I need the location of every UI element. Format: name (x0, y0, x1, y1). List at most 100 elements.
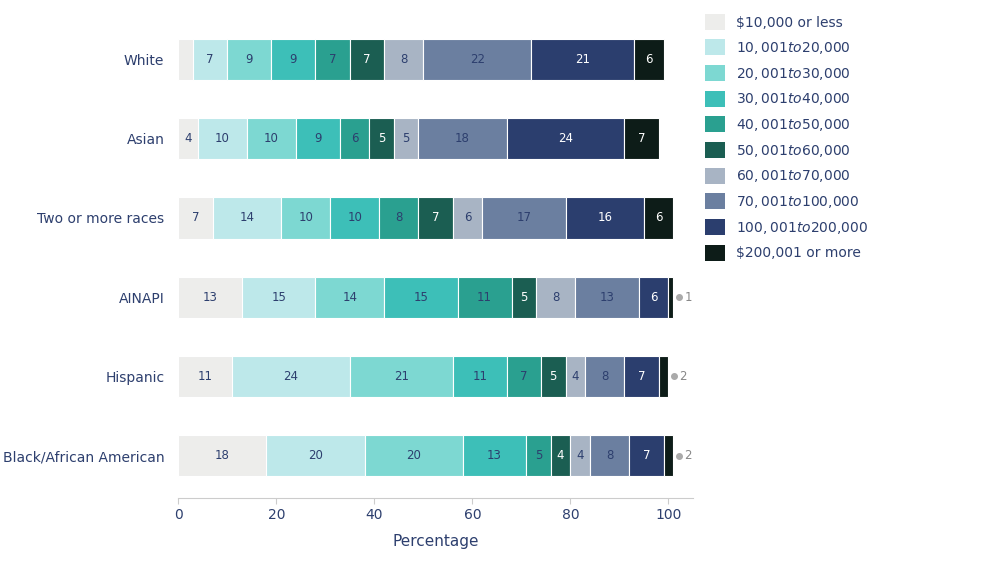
Bar (281, 198, 331, 238)
Bar (266, 435, 364, 476)
Text: 9: 9 (314, 132, 322, 145)
Bar (178, 118, 198, 159)
Bar (379, 198, 419, 238)
Text: 6: 6 (655, 212, 662, 224)
Bar (316, 277, 384, 318)
Text: 4: 4 (556, 449, 564, 462)
Bar (565, 198, 644, 238)
Bar (247, 118, 296, 159)
Bar (590, 435, 630, 476)
Text: 8: 8 (395, 212, 403, 224)
Bar (512, 277, 537, 318)
Text: 6: 6 (350, 132, 358, 145)
Bar (663, 435, 673, 476)
Text: 9: 9 (246, 53, 253, 66)
Bar (316, 39, 349, 80)
Bar (178, 277, 242, 318)
Bar (625, 118, 658, 159)
Bar (527, 435, 550, 476)
Text: 7: 7 (206, 53, 214, 66)
Bar (565, 356, 585, 397)
Text: 18: 18 (215, 449, 230, 462)
Bar (507, 118, 625, 159)
Text: 4: 4 (571, 370, 579, 383)
Bar (541, 356, 565, 397)
Text: 11: 11 (477, 291, 492, 303)
Text: 2: 2 (684, 449, 692, 462)
Bar (178, 198, 213, 238)
Text: 10: 10 (264, 132, 279, 145)
Text: 4: 4 (184, 132, 192, 145)
Bar (193, 39, 228, 80)
Bar (640, 277, 668, 318)
Text: 24: 24 (283, 370, 298, 383)
Bar (340, 118, 369, 159)
Text: 18: 18 (455, 132, 470, 145)
Bar (635, 39, 663, 80)
Bar (668, 277, 673, 318)
Text: 21: 21 (575, 53, 590, 66)
Text: 9: 9 (290, 53, 297, 66)
Bar (213, 198, 281, 238)
Bar (550, 435, 570, 476)
Bar (424, 39, 532, 80)
Bar (394, 118, 419, 159)
Bar (570, 435, 590, 476)
Text: 6: 6 (650, 291, 657, 303)
Text: 7: 7 (638, 132, 645, 145)
Text: 13: 13 (203, 291, 218, 303)
Text: 5: 5 (549, 370, 557, 383)
Text: 5: 5 (378, 132, 385, 145)
Text: 20: 20 (308, 449, 323, 462)
Text: 16: 16 (597, 212, 612, 224)
Bar (630, 435, 663, 476)
Bar (658, 356, 668, 397)
Bar (198, 118, 247, 159)
Text: 13: 13 (487, 449, 502, 462)
Bar (457, 277, 512, 318)
Text: 15: 15 (414, 291, 429, 303)
Text: 5: 5 (520, 291, 528, 303)
Text: 4: 4 (576, 449, 584, 462)
Bar (228, 39, 271, 80)
Bar (532, 39, 635, 80)
Text: 7: 7 (363, 53, 370, 66)
Bar (419, 198, 452, 238)
Text: 8: 8 (601, 370, 609, 383)
Bar (331, 198, 379, 238)
Text: 7: 7 (432, 212, 440, 224)
Text: 6: 6 (645, 53, 652, 66)
Bar (296, 118, 340, 159)
Text: 11: 11 (472, 370, 487, 383)
Bar (178, 435, 266, 476)
Text: 8: 8 (606, 449, 614, 462)
Bar (452, 198, 482, 238)
Text: 1: 1 (684, 291, 692, 303)
Bar (452, 356, 507, 397)
Bar (625, 356, 658, 397)
Bar (507, 356, 541, 397)
Text: 10: 10 (347, 212, 362, 224)
Bar (178, 39, 193, 80)
Bar (349, 356, 452, 397)
Bar (644, 198, 673, 238)
Legend: $10,000 or less, $10,001 to $20,000, $20,001 to $30,000, $30,001 to $40,000, $40: $10,000 or less, $10,001 to $20,000, $20… (705, 14, 868, 261)
Bar (232, 356, 349, 397)
Text: 13: 13 (600, 291, 615, 303)
Text: 7: 7 (329, 53, 337, 66)
Text: 20: 20 (406, 449, 421, 462)
Bar (271, 39, 316, 80)
Text: 24: 24 (558, 132, 573, 145)
Text: 21: 21 (394, 370, 409, 383)
Text: 10: 10 (215, 132, 230, 145)
Bar (537, 277, 575, 318)
Text: 14: 14 (240, 212, 254, 224)
Text: 22: 22 (470, 53, 485, 66)
Bar (349, 39, 384, 80)
Bar (384, 277, 457, 318)
X-axis label: Percentage: Percentage (392, 534, 479, 548)
Bar (585, 356, 625, 397)
Text: 14: 14 (343, 291, 357, 303)
Text: 2: 2 (679, 370, 687, 383)
Text: 15: 15 (271, 291, 286, 303)
